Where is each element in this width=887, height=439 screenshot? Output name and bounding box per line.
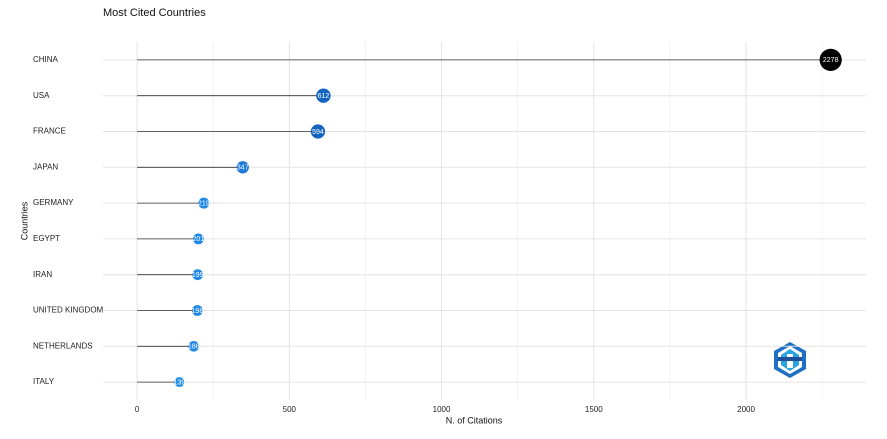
y-tick-label: UNITED KINGDOM	[33, 306, 104, 315]
dot	[192, 269, 204, 281]
dot	[236, 161, 249, 174]
dot	[310, 124, 326, 139]
y-tick-label: JAPAN	[33, 162, 58, 171]
value-label: 219	[198, 200, 210, 207]
value-label: 594	[312, 129, 324, 136]
y-tick-label: ITALY	[33, 377, 55, 386]
x-tick-label: 1500	[585, 405, 603, 414]
logo	[774, 342, 806, 378]
value-label: 199	[192, 272, 204, 279]
x-tick-label: 0	[135, 405, 140, 414]
dot	[188, 340, 200, 352]
dot	[174, 377, 185, 388]
y-tick-label: GERMANY	[33, 198, 74, 207]
dot	[316, 88, 331, 103]
y-axis-title: Countries	[19, 201, 29, 240]
dot	[192, 233, 204, 245]
dot	[198, 197, 210, 209]
dot	[819, 48, 842, 72]
y-tick-label: FRANCE	[33, 127, 66, 136]
value-label: 186	[188, 344, 200, 351]
dot	[191, 305, 203, 316]
value-label: 139	[174, 379, 186, 386]
y-tick-label: CHINA	[33, 55, 59, 64]
y-tick-label: NETHERLANDS	[33, 341, 93, 350]
chart-title: Most Cited Countries	[103, 7, 206, 19]
x-tick-label: 2000	[737, 405, 755, 414]
x-tick-label: 1000	[433, 405, 451, 414]
x-axis-title: N. of Citations	[446, 415, 503, 425]
value-label: 347	[237, 165, 249, 172]
x-tick-label: 500	[283, 405, 297, 414]
y-tick-label: IRAN	[33, 270, 52, 279]
value-label: 198	[192, 308, 204, 315]
value-label: 612	[318, 93, 330, 100]
y-tick-label: EGYPT	[33, 234, 60, 243]
y-tick-label: USA	[33, 91, 50, 100]
value-label: 201	[192, 236, 204, 243]
value-label: 2278	[823, 57, 839, 64]
